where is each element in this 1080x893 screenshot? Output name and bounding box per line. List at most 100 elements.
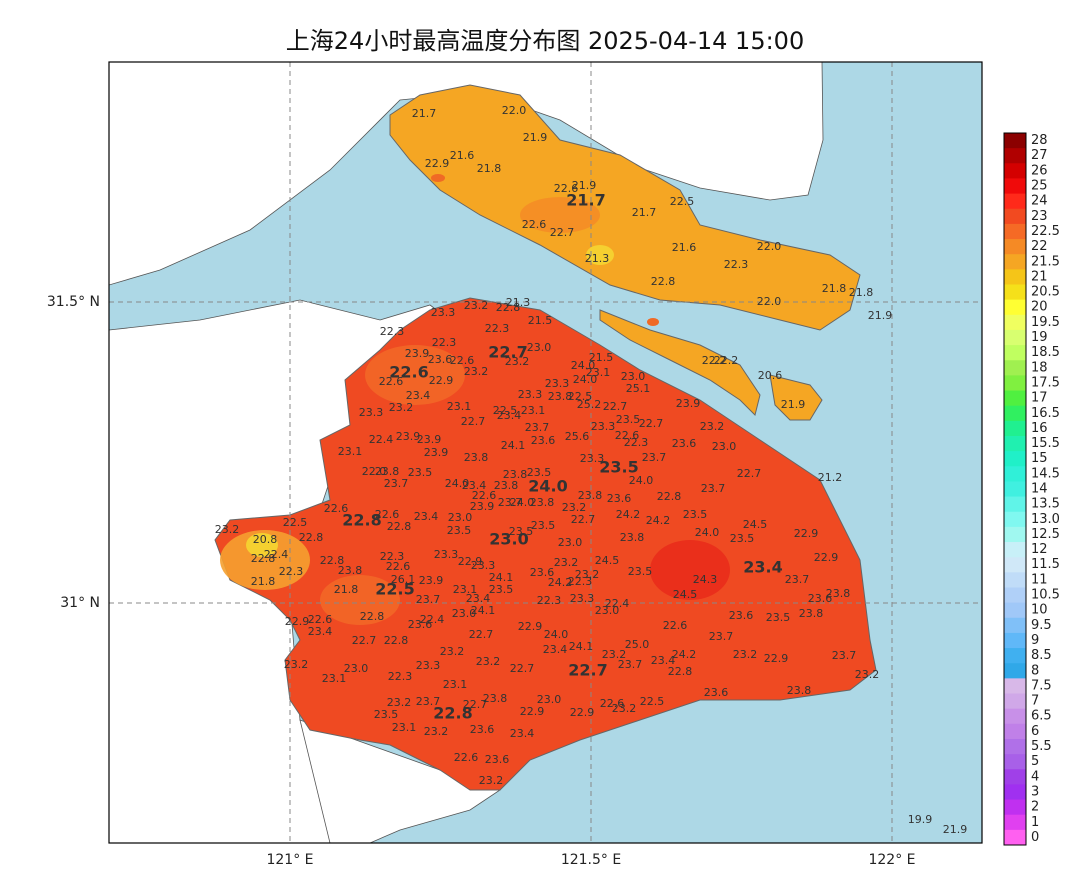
station-label: 22.9 — [764, 652, 789, 665]
station-label: 25.1 — [626, 382, 651, 395]
colorbar-segment — [1004, 375, 1026, 392]
station-label: 22.3 — [624, 436, 649, 449]
station-label: 23.3 — [416, 659, 441, 672]
y-tick-label: 31° N — [60, 595, 100, 611]
colorbar-segment — [1004, 329, 1026, 346]
colorbar-label: 18.5 — [1031, 345, 1060, 360]
colorbar-label: 6.5 — [1031, 709, 1052, 724]
station-label: 22.6 — [600, 697, 625, 710]
colorbar-label: 9 — [1031, 633, 1039, 648]
district-label: 22.7 — [488, 343, 527, 362]
colorbar-label: 4 — [1031, 769, 1039, 784]
station-label: 23.3 — [570, 592, 595, 605]
station-label: 24.5 — [673, 588, 698, 601]
colorbar-segment — [1004, 360, 1026, 376]
station-label: 23.4 — [543, 643, 568, 656]
station-label: 21.3 — [506, 296, 531, 309]
station-label: 23.2 — [464, 299, 489, 312]
station-label: 21.5 — [528, 314, 553, 327]
frame — [108, 61, 983, 844]
colorbar-segment — [1004, 587, 1026, 604]
station-label: 23.8 — [620, 531, 645, 544]
grid — [109, 62, 982, 843]
station-label: 23.0 — [448, 511, 473, 524]
station-label: 23.9 — [396, 430, 421, 443]
station-label: 23.4 — [651, 654, 676, 667]
station-label: 24.5 — [743, 518, 768, 531]
hengsha-island — [769, 374, 823, 421]
station-label: 23.2 — [424, 725, 449, 738]
station-label: 23.0 — [595, 604, 620, 617]
colorbar-segment — [1004, 254, 1026, 270]
station-label: 23.6 — [808, 592, 833, 605]
colorbar-segment — [1004, 632, 1026, 649]
station-label: 23.3 — [434, 548, 459, 561]
station-label: 23.2 — [700, 420, 725, 433]
x-tick-label: 121° E — [266, 852, 313, 868]
station-label: 23.6 — [704, 686, 729, 699]
station-label: 20.6 — [758, 369, 783, 382]
colorbar-label: 19.5 — [1031, 315, 1060, 330]
station-label: 21.7 — [632, 206, 657, 219]
warm-patch — [246, 533, 278, 557]
station-label: 22.4 — [369, 433, 394, 446]
station-label: 23.1 — [443, 678, 468, 691]
station-label: 25.2 — [577, 398, 602, 411]
colorbar-label: 0 — [1031, 830, 1039, 845]
station-label: 23.6 — [607, 492, 632, 505]
station-label: 23.8 — [826, 587, 851, 600]
colorbar-label: 15.5 — [1031, 436, 1060, 451]
station-label: 22.3 — [537, 594, 562, 607]
colorbar-segment — [1004, 163, 1026, 179]
station-label: 24.1 — [569, 640, 594, 653]
colorbar-segment — [1004, 451, 1026, 467]
colorbar-segment — [1004, 496, 1026, 513]
station-label: 22.0 — [362, 465, 387, 478]
colorbar-label: 17 — [1031, 391, 1048, 406]
changxing-island — [599, 309, 761, 416]
station-label: 23.7 — [498, 496, 523, 509]
station-label: 21.6 — [672, 241, 697, 254]
district-label: 24.0 — [528, 477, 567, 496]
colorbar-label: 8.5 — [1031, 648, 1052, 663]
colorbar-label: 8 — [1031, 663, 1039, 678]
colorbar-segment — [1004, 784, 1026, 801]
station-label: 25.6 — [565, 430, 590, 443]
district-label: 23.5 — [599, 458, 638, 477]
colorbar-label: 18 — [1031, 360, 1048, 375]
colorbar-label: 15 — [1031, 451, 1048, 466]
station-label: 21.6 — [450, 149, 475, 162]
station-label: 23.8 — [503, 468, 528, 481]
station-label: 23.8 — [375, 465, 400, 478]
colorbar-label: 14 — [1031, 482, 1048, 497]
colorbar-segment — [1004, 208, 1026, 225]
station-label: 22.8 — [657, 490, 682, 503]
colorbar-label: 22.5 — [1031, 224, 1060, 239]
station-label: 23.2 — [733, 648, 758, 661]
station-label: 25.0 — [625, 638, 650, 651]
station-label: 23.4 — [466, 592, 491, 605]
station-label: 23.8 — [494, 479, 519, 492]
colorbar-label: 13.5 — [1031, 497, 1060, 512]
colorbar-segment — [1004, 466, 1026, 482]
station-label: 22.4 — [605, 597, 630, 610]
station-label: 23.4 — [406, 389, 431, 402]
station-label: 23.8 — [483, 692, 508, 705]
station-label: 21.9 — [523, 131, 548, 144]
colorbar-segment — [1004, 390, 1026, 407]
station-label: 21.3 — [585, 252, 610, 265]
colorbar-label: 20.5 — [1031, 285, 1060, 300]
station-label: 22.3 — [432, 336, 457, 349]
station-label: 23.3 — [431, 306, 456, 319]
station-label: 22.7 — [510, 662, 535, 675]
colorbar-segment — [1004, 526, 1026, 543]
station-label: 23.5 — [628, 565, 653, 578]
district-label: 22.7 — [568, 661, 607, 680]
station-label: 23.8 — [530, 496, 555, 509]
station-label: 23.0 — [344, 662, 369, 675]
station-label: 23.6 — [408, 618, 433, 631]
station-label: 22.6 — [386, 560, 411, 573]
station-label: 23.2 — [602, 648, 627, 661]
colorbar-segment — [1004, 420, 1026, 437]
station-label: 21.8 — [849, 286, 874, 299]
